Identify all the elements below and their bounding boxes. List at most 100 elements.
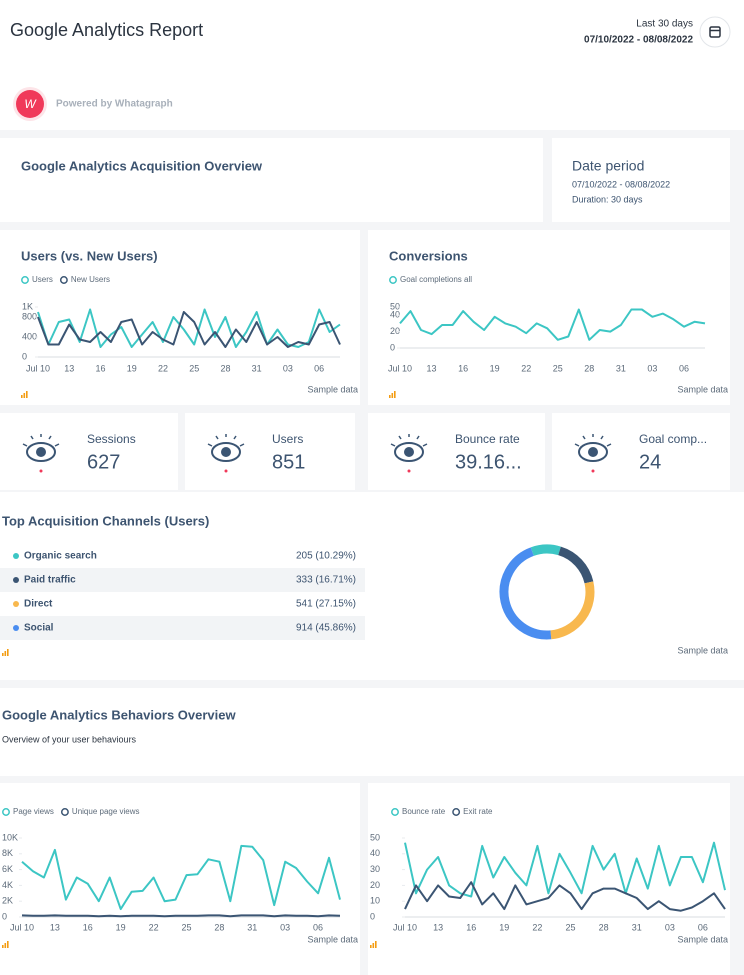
chart-icon (26, 391, 28, 398)
kpi-value: 39.16... (455, 451, 522, 473)
card (552, 138, 730, 222)
chart-icon (389, 395, 391, 398)
x-tick-label: 19 (490, 363, 500, 373)
card (0, 413, 178, 490)
x-tick-label: 03 (280, 922, 290, 932)
date-period-title: Date period (572, 158, 644, 174)
chart-title: Users (vs. New Users) (21, 248, 158, 263)
kpi-value: 24 (639, 451, 661, 473)
x-tick-label: 13 (64, 363, 74, 373)
chart-title: Conversions (389, 248, 468, 263)
eye-ray (30, 435, 34, 440)
card (0, 138, 543, 222)
kpi-value: 851 (272, 451, 305, 473)
eye-icon (394, 442, 424, 462)
x-tick-label: 28 (214, 922, 224, 932)
date-period-duration: Duration: 30 days (572, 194, 643, 204)
x-tick-label: Jul 10 (26, 363, 50, 373)
y-tick-label: 40 (390, 310, 400, 320)
x-tick-label: 31 (616, 363, 626, 373)
x-tick-label: 03 (647, 363, 657, 373)
channel-name: Organic search (24, 551, 97, 562)
chart-title: Top Acquisition Channels (Users) (2, 513, 209, 528)
eye-ray (398, 435, 402, 440)
chart-icon (23, 393, 26, 398)
kpi-value: 627 (87, 451, 120, 473)
kpi-label: Goal comp... (639, 432, 707, 446)
powered-by: Powered by Whatagraph (56, 99, 173, 110)
header-bg (0, 0, 744, 130)
legend-marker (13, 577, 19, 583)
chart-icon (7, 649, 9, 656)
x-tick-label: 25 (189, 363, 199, 373)
eye-icon (578, 442, 608, 462)
eye-ray (207, 443, 213, 447)
card (552, 413, 730, 490)
eye-ray (233, 435, 237, 440)
x-tick-label: 31 (247, 922, 257, 932)
x-tick-label: 16 (95, 363, 105, 373)
chart-icon (370, 945, 372, 948)
eye-ray (239, 443, 245, 447)
calendar-button[interactable] (699, 16, 731, 48)
line-series (37, 308, 341, 348)
eye-ray (422, 443, 428, 447)
y-tick-label: 50 (390, 301, 400, 311)
legend-marker (452, 808, 461, 816)
x-tick-label: 13 (50, 922, 60, 932)
channel-name: Social (24, 623, 54, 634)
chart-icon (375, 941, 377, 948)
eye-icon (36, 447, 46, 457)
line-series (404, 841, 726, 898)
card (0, 230, 360, 405)
legend-marker (389, 276, 397, 284)
channel-name: Direct (24, 599, 53, 610)
legend-label: Page views (13, 807, 54, 816)
eye-icon (404, 447, 414, 457)
y-tick-label: 4K (2, 880, 13, 890)
eye-ray (416, 435, 420, 440)
eye-ray (215, 435, 219, 440)
y-tick-label: 20 (370, 880, 380, 890)
x-tick-label: 22 (158, 363, 168, 373)
y-tick-label: 0 (390, 342, 395, 352)
legend-marker (13, 601, 19, 607)
kpi-label: Bounce rate (455, 432, 520, 446)
line-series (37, 311, 341, 348)
line-series (21, 844, 341, 911)
x-tick-label: 13 (427, 363, 437, 373)
x-tick-label: 31 (252, 363, 262, 373)
x-tick-label: 16 (466, 922, 476, 932)
y-tick-label: 0 (370, 911, 375, 921)
y-tick-label: 50 (370, 832, 380, 842)
chart-icon (4, 651, 7, 656)
line-series (21, 914, 341, 918)
y-tick-label: 800 (22, 311, 37, 321)
x-tick-label: 16 (458, 363, 468, 373)
x-tick-label: 22 (532, 922, 542, 932)
section-title: Google Analytics Behaviors Overview (2, 707, 236, 722)
note: Sample data (677, 384, 728, 394)
eye-dot (224, 469, 228, 473)
chart-icon (2, 653, 4, 656)
x-tick-label: 22 (521, 363, 531, 373)
legend-label: Exit rate (463, 807, 493, 816)
legend-marker (21, 276, 29, 284)
x-tick-label: 19 (127, 363, 137, 373)
line-series (399, 308, 706, 341)
legend-marker (13, 553, 19, 559)
logo: W (13, 87, 47, 121)
card (368, 413, 545, 490)
y-tick-label: 20 (390, 326, 400, 336)
row-bg (0, 616, 365, 640)
chart-icon (391, 393, 394, 398)
chart-icon (21, 395, 23, 398)
donut-slice (530, 544, 561, 556)
x-tick-label: Jul 10 (393, 922, 417, 932)
legend-marker (391, 808, 399, 816)
eye-dot (39, 469, 43, 473)
x-tick-label: 25 (566, 922, 576, 932)
x-tick-label: 31 (632, 922, 642, 932)
donut-slice (550, 581, 595, 640)
